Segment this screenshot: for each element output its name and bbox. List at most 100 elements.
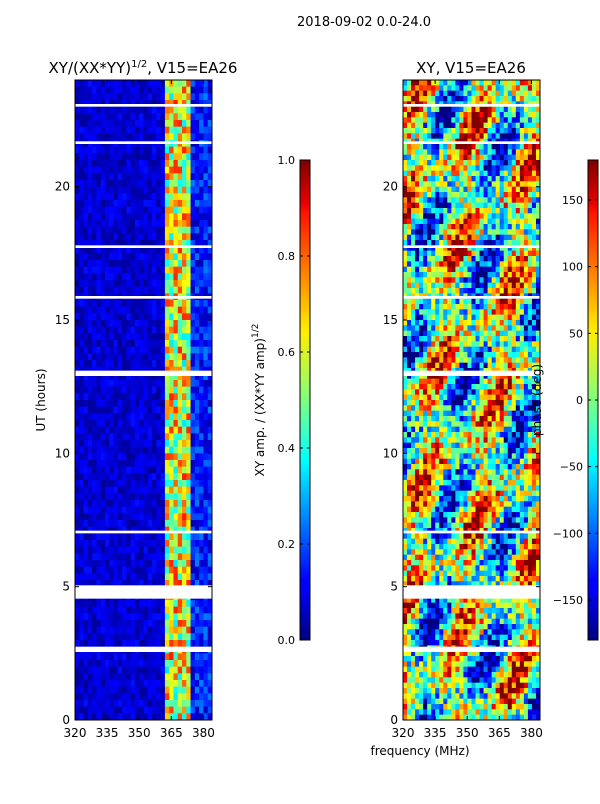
heatmap-cell	[451, 112, 455, 118]
heatmap-cell	[528, 224, 532, 230]
heatmap-cell	[532, 117, 536, 123]
heatmap-cell	[492, 176, 496, 182]
heatmap-cell	[152, 207, 157, 214]
heatmap-cell	[178, 573, 183, 580]
heatmap-cell	[504, 352, 508, 358]
heatmap-cell	[105, 473, 110, 480]
heatmap-cell	[191, 280, 196, 287]
heatmap-cell	[480, 325, 484, 331]
heatmap-cell	[165, 300, 170, 307]
heatmap-cell	[79, 633, 84, 640]
heatmap-cell	[165, 653, 170, 660]
heatmap-cell	[186, 620, 191, 627]
heatmap-cell	[186, 173, 191, 180]
heatmap-cell	[131, 267, 136, 274]
heatmap-cell	[139, 540, 144, 547]
heatmap-cell	[419, 325, 423, 331]
heatmap-cell	[480, 192, 484, 198]
heatmap-cell	[488, 261, 492, 267]
heatmap-cell	[199, 660, 204, 667]
heatmap-cell	[443, 219, 447, 225]
heatmap-cell	[459, 251, 463, 257]
heatmap-cell	[199, 207, 204, 214]
heatmap-cell	[403, 240, 407, 246]
heatmap-cell	[161, 687, 166, 694]
heatmap-cell	[195, 233, 200, 240]
heatmap-cell	[135, 680, 140, 687]
heatmap-cell	[488, 197, 492, 203]
heatmap-cell	[122, 167, 127, 174]
heatmap-cell	[427, 352, 431, 358]
heatmap-cell	[195, 273, 200, 280]
heatmap-cell	[195, 713, 200, 720]
heatmap-cell	[173, 520, 178, 527]
heatmap-cell	[504, 149, 508, 155]
heatmap-cell	[101, 193, 106, 200]
heatmap-cell	[182, 327, 187, 334]
heatmap-cell	[144, 607, 149, 614]
heatmap-cell	[79, 620, 84, 627]
heatmap-cell	[195, 693, 200, 700]
heatmap-cell	[84, 480, 89, 487]
heatmap-cell	[195, 540, 200, 547]
heatmap-cell	[161, 393, 166, 400]
heatmap-cell	[152, 313, 157, 320]
heatmap-cell	[144, 120, 149, 127]
heatmap-cell	[156, 80, 161, 87]
heatmap-cell	[520, 331, 524, 337]
heatmap-cell	[516, 165, 520, 171]
heatmap-cell	[92, 180, 97, 187]
heatmap-cell	[186, 220, 191, 227]
heatmap-cell	[105, 393, 110, 400]
heatmap-cell	[195, 413, 200, 420]
heatmap-cell	[439, 341, 443, 347]
heatmap-cell	[96, 447, 101, 454]
heatmap-cell	[480, 197, 484, 203]
heatmap-cell	[195, 280, 200, 287]
heatmap-cell	[165, 533, 170, 540]
heatmap-cell	[500, 224, 504, 230]
heatmap-cell	[126, 440, 131, 447]
heatmap-cell	[186, 353, 191, 360]
heatmap-cell	[186, 653, 191, 660]
heatmap-cell	[182, 253, 187, 260]
heatmap-cell	[455, 197, 459, 203]
heatmap-cell	[203, 493, 208, 500]
heatmap-cell	[488, 181, 492, 187]
heatmap-cell	[152, 573, 157, 580]
heatmap-cell	[484, 357, 488, 363]
heatmap-cell	[496, 107, 500, 113]
heatmap-cell	[411, 240, 415, 246]
heatmap-cell	[126, 400, 131, 407]
heatmap-cell	[186, 280, 191, 287]
heatmap-cell	[508, 352, 512, 358]
heatmap-cell	[182, 213, 187, 220]
heatmap-cell	[500, 336, 504, 342]
heatmap-cell	[105, 193, 110, 200]
heatmap-cell	[96, 360, 101, 367]
heatmap-cell	[195, 93, 200, 100]
heatmap-cell	[528, 347, 532, 353]
heatmap-cell	[467, 240, 471, 246]
heatmap-cell	[114, 207, 119, 214]
heatmap-cell	[75, 673, 80, 680]
heatmap-cell	[88, 320, 93, 327]
heatmap-cell	[156, 540, 161, 547]
heatmap-cell	[472, 165, 476, 171]
heatmap-cell	[173, 640, 178, 647]
heatmap-cell	[139, 273, 144, 280]
heatmap-cell	[508, 341, 512, 347]
heatmap-cell	[79, 287, 84, 294]
heatmap-cell	[109, 87, 114, 94]
heatmap-cell	[114, 673, 119, 680]
heatmap-cell	[488, 240, 492, 246]
heatmap-cell	[161, 120, 166, 127]
heatmap-cell	[114, 687, 119, 694]
heatmap-cell	[165, 93, 170, 100]
heatmap-cell	[459, 181, 463, 187]
heatmap-cell	[118, 273, 123, 280]
heatmap-cell	[131, 440, 136, 447]
heatmap-cell	[109, 187, 114, 194]
heatmap-cell	[427, 165, 431, 171]
heatmap-cell	[152, 560, 157, 567]
